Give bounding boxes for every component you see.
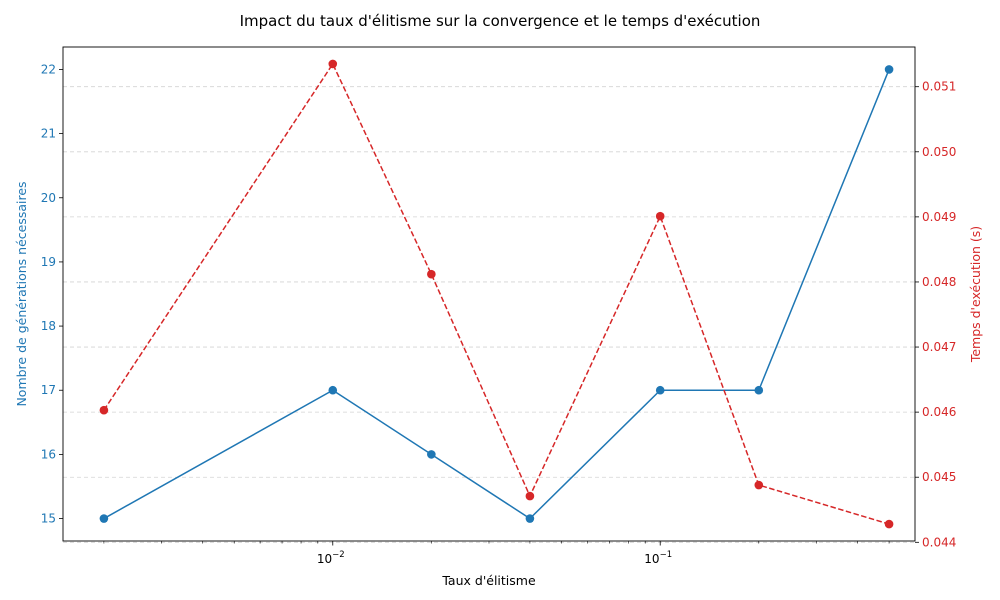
x-axis-label: Taux d'élitisme bbox=[441, 573, 536, 588]
generations-point bbox=[655, 385, 665, 395]
y-left-tick-label: 22 bbox=[41, 62, 56, 76]
series-line-generations bbox=[103, 69, 890, 520]
y-right-tick-label: 0.045 bbox=[922, 470, 956, 484]
y-left-tick-label: 15 bbox=[41, 512, 56, 526]
y-right-tick-label: 0.050 bbox=[922, 145, 956, 159]
execution-time-point bbox=[525, 491, 535, 501]
generations-point bbox=[427, 450, 436, 459]
execution-time-point bbox=[754, 480, 764, 490]
execution-time-point bbox=[427, 269, 436, 279]
generations-point bbox=[525, 514, 535, 523]
execution-time-point bbox=[328, 59, 338, 69]
y-left-tick-label: 17 bbox=[41, 383, 56, 397]
y-left-tick-label: 19 bbox=[41, 255, 56, 269]
axes: 15 16 17 18 19 20 21 22 0.044 0.045 0.046 0.047 0.04… bbox=[41, 46, 956, 566]
generations-point bbox=[754, 385, 764, 395]
grid-lines bbox=[63, 86, 915, 543]
x-tick-label: 10−1 bbox=[644, 550, 672, 566]
generations-point bbox=[328, 385, 338, 395]
execution-time-point bbox=[884, 519, 894, 529]
y-left-tick-label: 18 bbox=[41, 319, 56, 333]
y-right-axis-label: Temps d'exécution (s) bbox=[968, 226, 983, 363]
execution-time-point bbox=[655, 211, 665, 221]
x-tick-label: 10−2 bbox=[317, 550, 345, 566]
chart-title: Impact du taux d'élitisme sur la converg… bbox=[240, 12, 761, 30]
y-right-tick-label: 0.047 bbox=[922, 340, 956, 354]
execution-time-point bbox=[99, 405, 109, 415]
generations-point bbox=[884, 65, 894, 74]
y-left-tick-label: 20 bbox=[41, 191, 56, 205]
series-layer bbox=[99, 59, 894, 529]
y-right-tick-label: 0.046 bbox=[922, 405, 956, 419]
y-left-axis-label: Nombre de générations nécessaires bbox=[14, 181, 29, 406]
y-left-tick-label: 16 bbox=[41, 447, 56, 461]
y-right-tick-label: 0.051 bbox=[922, 80, 956, 94]
series-line-execution-time bbox=[103, 62, 890, 525]
y-right-tick-label: 0.049 bbox=[922, 210, 956, 224]
y-left-tick-label: 21 bbox=[41, 127, 56, 141]
generations-point bbox=[99, 514, 109, 523]
y-right-tick-label: 0.044 bbox=[922, 535, 956, 549]
y-right-tick-label: 0.048 bbox=[922, 275, 956, 289]
plot-frame bbox=[62, 46, 916, 542]
